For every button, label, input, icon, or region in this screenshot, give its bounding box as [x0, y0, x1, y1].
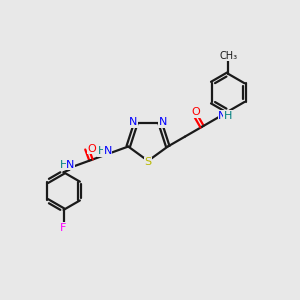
Text: N: N	[66, 160, 75, 170]
Text: F: F	[60, 223, 67, 233]
Text: N: N	[103, 146, 112, 156]
Text: N: N	[159, 117, 167, 127]
Text: N: N	[218, 111, 226, 121]
Text: H: H	[60, 160, 69, 170]
Text: N: N	[129, 117, 137, 127]
Text: H: H	[224, 111, 232, 121]
Text: O: O	[192, 107, 201, 117]
Text: H: H	[98, 146, 106, 156]
Text: CH₃: CH₃	[219, 51, 237, 61]
Text: S: S	[145, 158, 152, 167]
Text: O: O	[88, 144, 96, 154]
